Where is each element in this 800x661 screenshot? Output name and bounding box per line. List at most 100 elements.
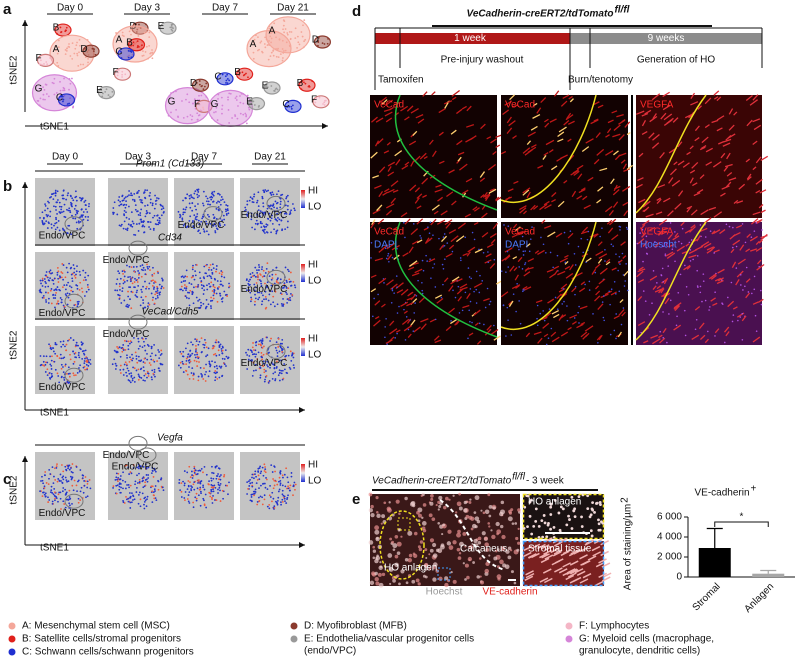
cell	[202, 378, 204, 380]
cell	[42, 482, 44, 484]
tissue	[447, 541, 451, 545]
cell	[69, 211, 71, 213]
tissue	[400, 536, 402, 538]
cell	[136, 296, 138, 298]
cell	[163, 207, 165, 209]
cell	[236, 99, 238, 101]
tissue	[429, 513, 433, 517]
cell	[304, 83, 306, 85]
cell	[116, 473, 118, 475]
cell	[194, 354, 196, 356]
cell	[57, 267, 59, 269]
cell	[206, 346, 208, 348]
nucleus	[430, 221, 432, 223]
nucleus	[756, 330, 758, 332]
legend-label: F: Lymphocytes	[579, 621, 649, 632]
tissue	[472, 561, 475, 564]
cell	[208, 375, 210, 377]
cell	[145, 31, 147, 33]
tissue	[378, 573, 382, 577]
cell	[251, 474, 253, 476]
nucleus	[653, 270, 655, 272]
cell	[138, 379, 140, 381]
tissue	[395, 555, 399, 559]
cell	[61, 206, 63, 208]
day-label: Day 21	[277, 3, 309, 14]
cell	[152, 285, 154, 287]
cell	[209, 492, 211, 494]
cell	[189, 502, 191, 504]
cell	[87, 275, 89, 277]
cell	[58, 220, 60, 222]
nucleus	[670, 300, 672, 302]
cell	[69, 469, 71, 471]
cell	[200, 373, 202, 375]
cell	[295, 27, 297, 29]
nucleus	[479, 275, 481, 277]
cell	[284, 496, 286, 498]
cell	[88, 203, 90, 205]
cell	[74, 218, 76, 220]
cell	[206, 299, 208, 301]
cell	[140, 218, 142, 220]
stain-label: Hoescht	[640, 240, 677, 251]
cell	[210, 199, 212, 201]
cell	[246, 354, 248, 356]
cell	[160, 204, 162, 206]
nucleus	[754, 276, 756, 278]
cell	[124, 340, 126, 342]
cell	[50, 269, 52, 271]
cell	[127, 276, 129, 278]
cell	[256, 482, 258, 484]
cell	[205, 196, 207, 198]
cell	[146, 46, 148, 48]
cell	[217, 301, 219, 303]
nucleus	[567, 320, 569, 322]
cell	[175, 90, 177, 92]
cell	[211, 269, 213, 271]
cell	[87, 65, 89, 67]
cell	[202, 202, 204, 204]
nucleus	[559, 529, 562, 532]
nucleus	[392, 257, 394, 259]
cell	[276, 484, 278, 486]
cell	[260, 495, 262, 497]
tissue	[374, 572, 377, 575]
cell	[134, 381, 136, 383]
cell	[117, 270, 119, 272]
cell	[220, 474, 222, 476]
cell	[74, 356, 76, 358]
cell	[197, 196, 199, 198]
nucleus	[455, 297, 457, 299]
cell	[128, 486, 130, 488]
cell	[68, 46, 70, 48]
panel-label: a	[3, 1, 12, 18]
cell	[150, 364, 152, 366]
cell	[83, 279, 85, 281]
tissue	[395, 535, 399, 539]
cell	[48, 96, 50, 98]
nucleus	[597, 518, 600, 521]
cell	[260, 485, 262, 487]
cell	[278, 56, 280, 58]
cell	[76, 213, 78, 215]
cell	[63, 371, 65, 373]
cell	[140, 359, 142, 361]
cell	[149, 269, 151, 271]
cell	[263, 475, 265, 477]
cell	[187, 480, 189, 482]
tissue	[422, 521, 427, 526]
cell	[51, 492, 53, 494]
cell	[129, 507, 131, 509]
cell	[191, 210, 193, 212]
cell	[159, 284, 161, 286]
cluster-label: Endo/VPC	[241, 284, 288, 295]
cell	[198, 361, 200, 363]
nucleus	[522, 291, 524, 293]
cell	[52, 503, 54, 505]
cell	[136, 290, 138, 292]
cell	[84, 354, 86, 356]
tissue	[500, 525, 503, 528]
tissue	[463, 508, 467, 512]
cell	[218, 354, 220, 356]
